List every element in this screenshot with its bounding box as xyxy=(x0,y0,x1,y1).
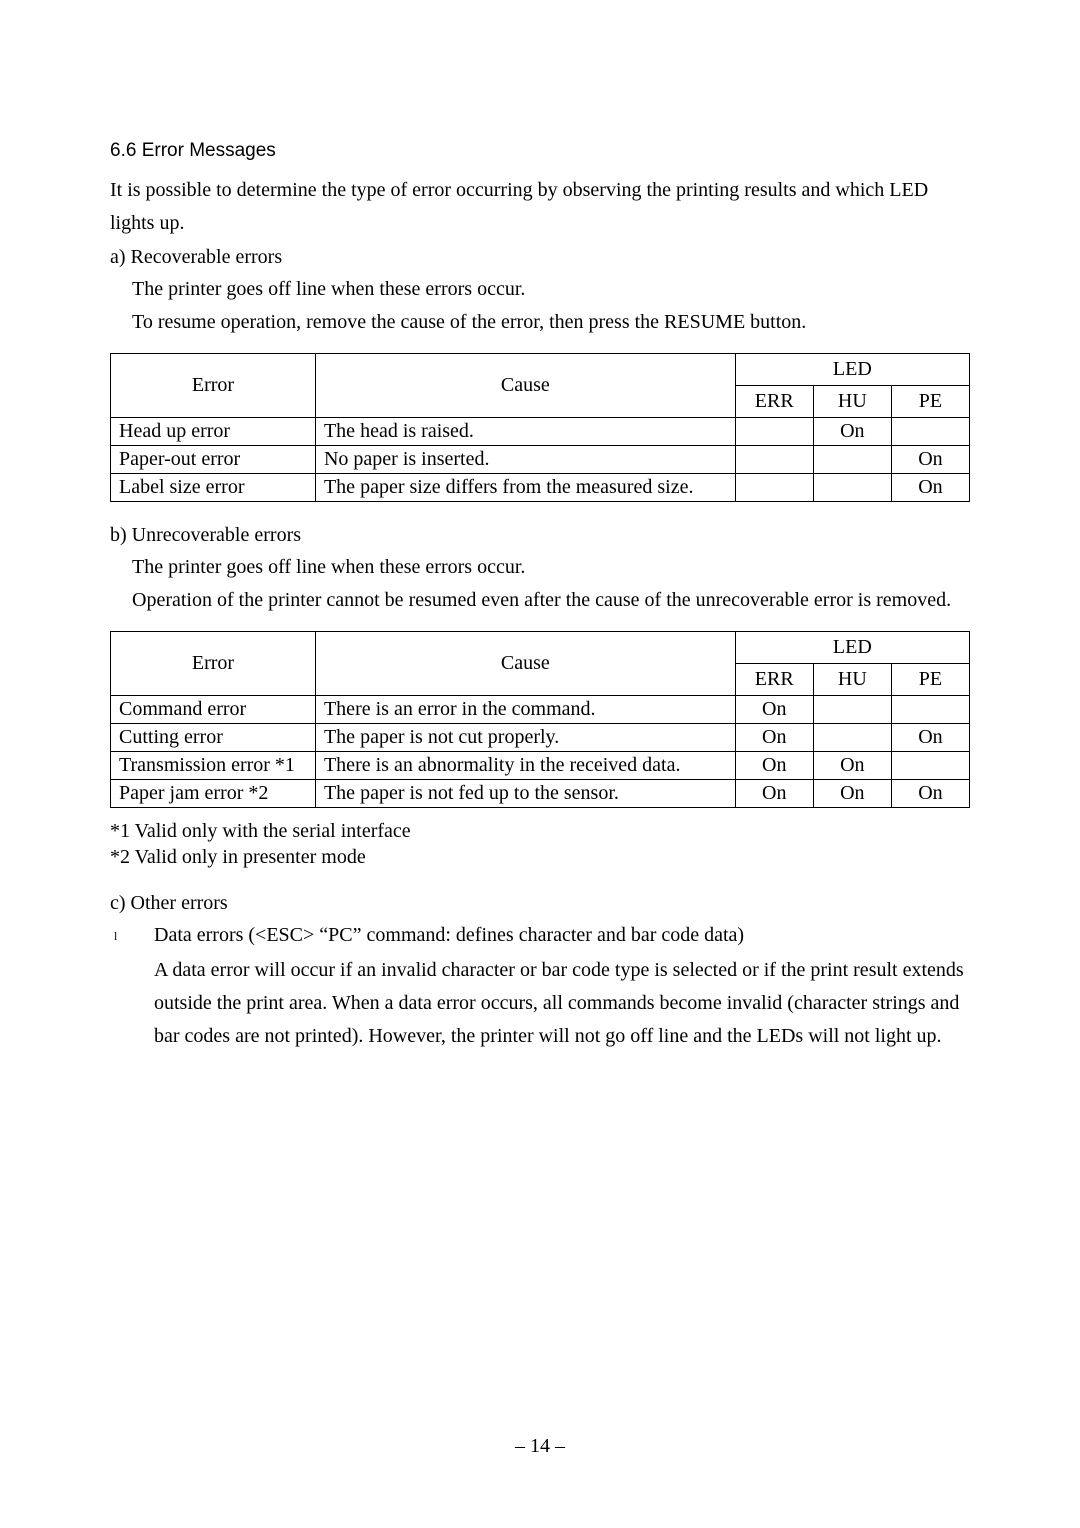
cell-led-err: On xyxy=(735,696,813,724)
th-hu: HU xyxy=(813,664,891,696)
cell-error: Paper jam error *2 xyxy=(111,780,316,808)
group-b-line2: Operation of the printer cannot be resum… xyxy=(110,584,970,617)
data-errors-title: lData errors (<ESC> “PC” command: define… xyxy=(110,919,970,952)
cell-cause: There is an error in the command. xyxy=(315,696,735,724)
cell-cause: The paper is not cut properly. xyxy=(315,724,735,752)
table-row: Command error There is an error in the c… xyxy=(111,696,970,724)
cell-led-err xyxy=(735,418,813,446)
table-row: Cutting error The paper is not cut prope… xyxy=(111,724,970,752)
cell-led-pe: On xyxy=(891,780,969,808)
cell-led-hu: On xyxy=(813,780,891,808)
cell-led-pe: On xyxy=(891,474,969,502)
intro-paragraph: It is possible to determine the type of … xyxy=(110,174,970,240)
cell-led-hu: On xyxy=(813,752,891,780)
section-heading: 6.6 Error Messages xyxy=(110,140,970,162)
cell-led-err: On xyxy=(735,724,813,752)
th-pe: PE xyxy=(891,664,969,696)
cell-cause: There is an abnormality in the received … xyxy=(315,752,735,780)
cell-led-hu: On xyxy=(813,418,891,446)
cell-error: Transmission error *1 xyxy=(111,752,316,780)
th-pe: PE xyxy=(891,386,969,418)
group-b-label: b) Unrecoverable errors xyxy=(110,524,970,547)
cell-led-err xyxy=(735,446,813,474)
table-recoverable-errors: Error Cause LED ERR HU PE Head up error … xyxy=(110,353,970,502)
group-a-line1: The printer goes off line when these err… xyxy=(110,273,970,306)
th-cause: Cause xyxy=(315,354,735,418)
cell-led-pe xyxy=(891,752,969,780)
cell-led-err xyxy=(735,474,813,502)
cell-error: Cutting error xyxy=(111,724,316,752)
cell-led-err: On xyxy=(735,780,813,808)
th-error: Error xyxy=(111,354,316,418)
group-b-line1: The printer goes off line when these err… xyxy=(110,551,970,584)
data-errors-title-text: Data errors (<ESC> “PC” command: defines… xyxy=(154,924,744,946)
cell-cause: No paper is inserted. xyxy=(315,446,735,474)
table-unrecoverable-errors: Error Cause LED ERR HU PE Command error … xyxy=(110,631,970,808)
group-c-label: c) Other errors xyxy=(110,892,970,915)
th-error: Error xyxy=(111,632,316,696)
cell-led-pe: On xyxy=(891,724,969,752)
th-led: LED xyxy=(735,632,969,664)
cell-cause: The paper size differs from the measured… xyxy=(315,474,735,502)
table-row: Paper jam error *2 The paper is not fed … xyxy=(111,780,970,808)
section-title-text: Error Messages xyxy=(142,140,276,161)
cell-error: Paper-out error xyxy=(111,446,316,474)
group-a-label: a) Recoverable errors xyxy=(110,246,970,269)
th-hu: HU xyxy=(813,386,891,418)
cell-error: Head up error xyxy=(111,418,316,446)
th-led: LED xyxy=(735,354,969,386)
table-row: Paper-out error No paper is inserted. On xyxy=(111,446,970,474)
cell-led-pe xyxy=(891,418,969,446)
cell-led-hu xyxy=(813,446,891,474)
table-row: Label size error The paper size differs … xyxy=(111,474,970,502)
cell-led-hu xyxy=(813,724,891,752)
th-cause: Cause xyxy=(315,632,735,696)
th-err: ERR xyxy=(735,664,813,696)
table-row: Transmission error *1 There is an abnorm… xyxy=(111,752,970,780)
cell-led-err: On xyxy=(735,752,813,780)
cell-cause: The paper is not fed up to the sensor. xyxy=(315,780,735,808)
cell-cause: The head is raised. xyxy=(315,418,735,446)
cell-led-pe xyxy=(891,696,969,724)
group-a-line2: To resume operation, remove the cause of… xyxy=(110,306,970,339)
th-err: ERR xyxy=(735,386,813,418)
cell-error: Command error xyxy=(111,696,316,724)
footnote-1: *1 Valid only with the serial interface xyxy=(110,818,970,844)
bullet-icon: l xyxy=(134,927,154,947)
table-row: Head up error The head is raised. On xyxy=(111,418,970,446)
cell-error: Label size error xyxy=(111,474,316,502)
cell-led-pe: On xyxy=(891,446,969,474)
page-number: – 14 – xyxy=(0,1435,1080,1458)
footnote-2: *2 Valid only in presenter mode xyxy=(110,844,970,870)
cell-led-hu xyxy=(813,696,891,724)
section-number: 6.6 xyxy=(110,140,136,161)
cell-led-hu xyxy=(813,474,891,502)
data-errors-body: A data error will occur if an invalid ch… xyxy=(110,954,970,1053)
